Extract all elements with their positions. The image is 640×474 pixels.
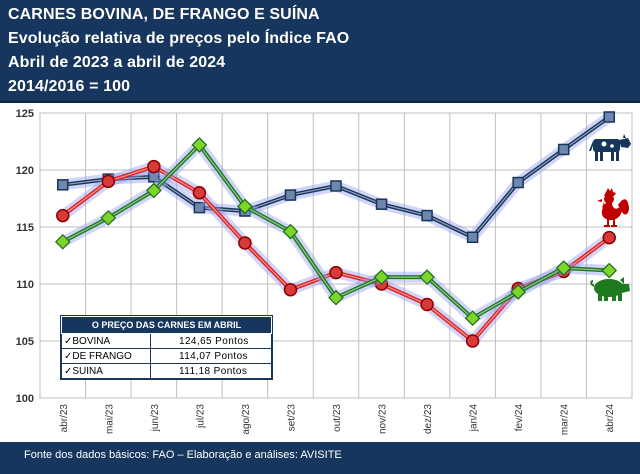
data-point-de-frango (602, 230, 616, 245)
data-point-suina (237, 198, 253, 215)
x-tick-label: jan/24 (469, 404, 480, 433)
price-row-value: 111,18 Pontos (151, 364, 272, 379)
data-point-suina (282, 223, 299, 240)
chart-title: CARNES BOVINA, DE FRANGO E SUÍNA (8, 6, 320, 23)
data-point-suina (328, 289, 344, 306)
x-tick-label: out/23 (332, 404, 343, 432)
data-point-bovina (512, 176, 524, 189)
data-point-suina (54, 233, 71, 250)
data-point-de-frango (147, 159, 161, 174)
x-tick-label: mai/23 (104, 404, 115, 434)
price-table: O PREÇO DAS CARNES EM ABRIL ✓BOVINA 124,… (60, 315, 273, 380)
data-point-de-frango (329, 265, 343, 280)
chart-base: 2014/2016 = 100 (8, 78, 131, 95)
price-row-frango: ✓DE FRANGO 114,07 Pontos (61, 349, 272, 364)
y-tick-label: 100 (16, 393, 34, 405)
x-tick-label: fev/24 (514, 404, 525, 432)
data-point-bovina (330, 180, 342, 192)
data-point-suina (555, 260, 572, 276)
x-tick-label: abr/23 (59, 404, 70, 433)
x-tick-label: mar/24 (560, 404, 571, 436)
price-row-value: 124,65 Pontos (151, 334, 272, 349)
data-point-suina (191, 137, 208, 153)
y-tick-label: 125 (16, 108, 34, 120)
x-tick-label: jun/23 (150, 404, 161, 433)
rooster-icon (597, 188, 629, 227)
data-point-bovina (193, 201, 206, 214)
data-point-bovina (375, 198, 388, 210)
data-point-de-frango (56, 208, 70, 223)
cow-icon (589, 134, 631, 161)
price-row-label: ✓BOVINA (61, 334, 151, 349)
price-row-label: ✓DE FRANGO (61, 349, 151, 364)
data-point-bovina (284, 189, 297, 201)
price-row-value: 114,07 Pontos (151, 349, 272, 364)
data-point-suina (419, 269, 435, 286)
data-point-suina (510, 284, 527, 300)
y-tick-label: 120 (16, 165, 34, 177)
data-point-de-frango (192, 186, 207, 200)
data-point-suina (145, 182, 162, 199)
x-tick-label: set/23 (286, 404, 297, 432)
data-point-suina (464, 310, 481, 327)
data-point-de-frango (465, 334, 480, 348)
data-point-bovina (421, 209, 433, 222)
chart-plot: 100 105 110 115 120 125 abr/23 mai/23 jun/23 jul/… (16, 108, 633, 436)
data-point-de-frango (283, 282, 298, 297)
y-tick-label: 105 (16, 336, 34, 348)
data-point-de-frango (101, 174, 116, 189)
data-point-suina (373, 269, 390, 286)
price-row-suina: ✓SUINA 111,18 Pontos (61, 364, 272, 379)
data-point-bovina (466, 231, 479, 244)
price-row-label: ✓SUINA (61, 364, 151, 379)
source-note: Fonte dos dados básicos: FAO – Elaboraçã… (24, 449, 342, 461)
pig-icon (590, 277, 630, 301)
chart-subtitle: Evolução relativa de preços pelo Índice … (8, 30, 350, 47)
x-tick-label: abr/24 (605, 404, 616, 433)
data-point-de-frango (238, 236, 252, 250)
x-tick-label: jul/23 (195, 404, 206, 429)
x-tick-label: dez/23 (423, 404, 434, 434)
y-tick-label: 115 (16, 222, 34, 234)
data-point-de-frango (420, 297, 434, 312)
y-tick-label: 110 (16, 279, 34, 291)
chart-header: CARNES BOVINA, DE FRANGO E SUÍNA Evoluçã… (0, 0, 640, 103)
x-tick-label: ago/23 (241, 404, 252, 435)
price-table-title: O PREÇO DAS CARNES EM ABRIL (61, 316, 272, 334)
data-point-suina (601, 262, 618, 279)
chart-period: Abril de 2023 a abril de 2024 (8, 54, 226, 71)
data-point-bovina (557, 143, 570, 156)
data-point-bovina (57, 179, 69, 191)
chart-footer: Fonte dos dados básicos: FAO – Elaboraçã… (0, 442, 640, 474)
price-row-bovina: ✓BOVINA 124,65 Pontos (61, 334, 272, 349)
x-tick-label: nov/23 (378, 404, 389, 434)
data-point-suina (100, 210, 117, 226)
data-point-bovina (603, 111, 615, 123)
